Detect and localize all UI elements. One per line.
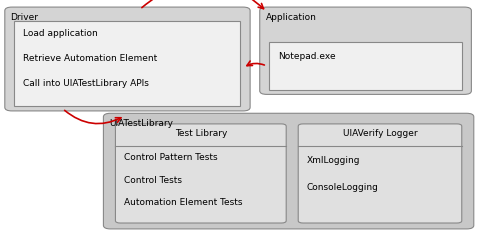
Text: UIAVerify Logger: UIAVerify Logger: [342, 129, 417, 138]
Text: Control Pattern Tests: Control Pattern Tests: [124, 153, 217, 162]
FancyBboxPatch shape: [115, 124, 286, 223]
Text: XmlLogging: XmlLogging: [306, 156, 360, 165]
Bar: [14, 21, 240, 106]
Text: Control Tests: Control Tests: [124, 176, 182, 185]
Text: ConsoleLogging: ConsoleLogging: [306, 183, 378, 192]
Text: Notepad.exe: Notepad.exe: [277, 52, 335, 61]
Text: Driver: Driver: [11, 13, 38, 22]
Text: Load application: Load application: [23, 30, 97, 38]
Text: Retrieve Automation Element: Retrieve Automation Element: [23, 54, 157, 63]
Text: Application: Application: [265, 13, 316, 22]
FancyBboxPatch shape: [259, 7, 470, 94]
Text: Test Library: Test Library: [174, 129, 227, 138]
FancyBboxPatch shape: [5, 7, 250, 111]
FancyBboxPatch shape: [298, 124, 461, 223]
Text: Call into UIATestLibrary APIs: Call into UIATestLibrary APIs: [23, 79, 149, 88]
Text: Automation Element Tests: Automation Element Tests: [124, 198, 242, 207]
Text: UIATestLibrary: UIATestLibrary: [109, 119, 173, 128]
FancyBboxPatch shape: [103, 113, 473, 229]
Bar: [269, 42, 461, 90]
